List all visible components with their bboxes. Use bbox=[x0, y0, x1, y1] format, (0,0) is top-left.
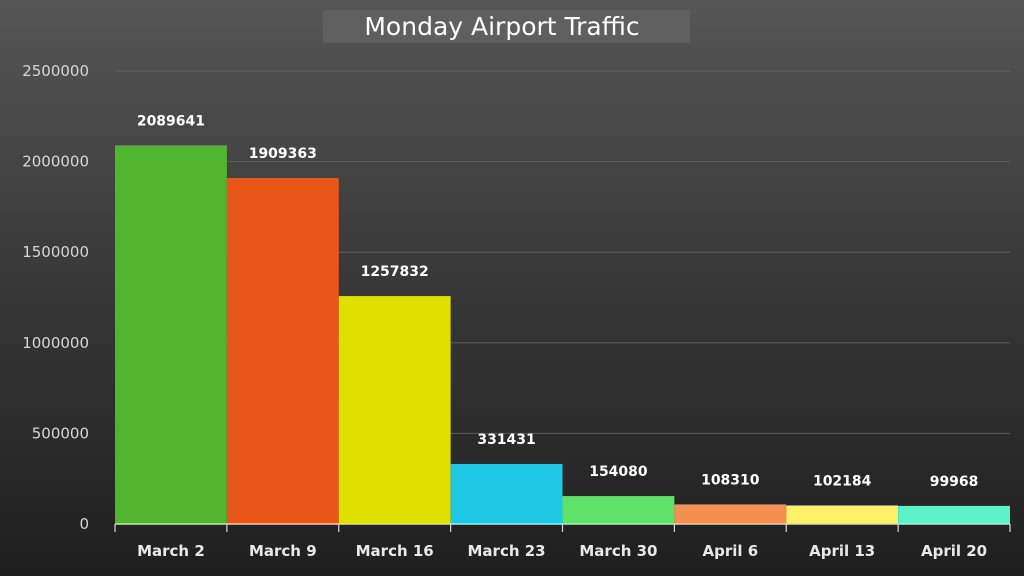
y-tick-label: 500000 bbox=[32, 424, 89, 442]
x-tick-label: March 23 bbox=[468, 542, 546, 560]
data-label: 2089641 bbox=[137, 113, 205, 129]
axes bbox=[114, 523, 1011, 532]
bar bbox=[226, 178, 339, 524]
data-label: 154080 bbox=[589, 464, 648, 480]
x-tick-label: March 9 bbox=[249, 542, 317, 560]
y-tick-label: 2000000 bbox=[22, 153, 89, 171]
bar bbox=[115, 145, 227, 524]
x-tick-label: April 6 bbox=[702, 542, 758, 560]
labels: 0 500000 1000000 1500000 2000000 2500000 20896… bbox=[22, 62, 987, 560]
data-label: 1257832 bbox=[361, 264, 429, 280]
data-label: 331431 bbox=[477, 432, 535, 448]
chart-title-background bbox=[323, 10, 690, 43]
bars bbox=[115, 145, 1010, 524]
data-label: 108310 bbox=[701, 472, 760, 488]
bar bbox=[562, 496, 675, 524]
x-tick-label: April 13 bbox=[809, 542, 875, 560]
y-tick-label: 1500000 bbox=[22, 243, 89, 261]
chart-title: Monday Airport Traffic bbox=[364, 12, 639, 41]
x-tick-label: March 2 bbox=[137, 542, 205, 560]
data-label: 1909363 bbox=[249, 146, 317, 162]
bar bbox=[450, 463, 563, 524]
y-tick-label: 0 bbox=[79, 515, 89, 533]
bar bbox=[898, 505, 1010, 524]
data-label: 102184 bbox=[813, 473, 872, 489]
data-label: 99968 bbox=[930, 474, 979, 490]
x-tick-label: April 20 bbox=[921, 542, 987, 560]
y-tick-label: 1000000 bbox=[22, 334, 89, 352]
bar bbox=[338, 296, 451, 524]
y-tick-label: 2500000 bbox=[22, 62, 89, 80]
bar bbox=[674, 504, 787, 524]
x-tick-label: March 16 bbox=[356, 542, 434, 560]
x-tick-label: March 30 bbox=[579, 542, 657, 560]
bar bbox=[786, 505, 899, 524]
